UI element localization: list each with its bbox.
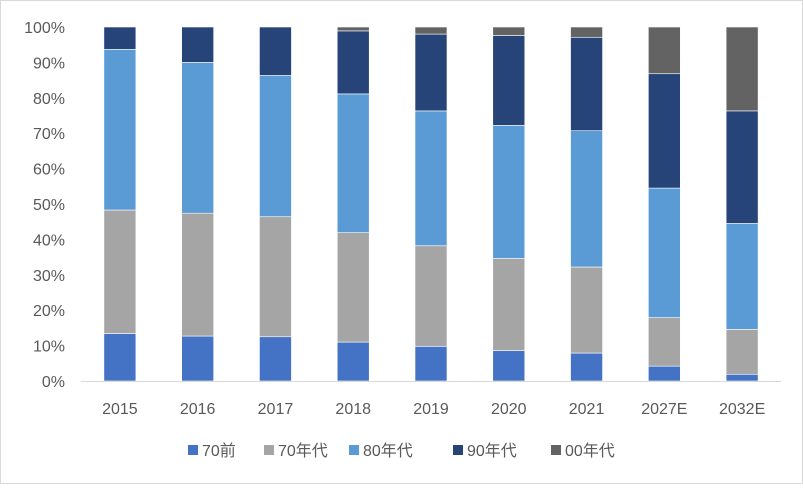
bar-segment-2032E-70年代 [725,329,759,375]
y-tick-label: 60% [33,162,65,179]
legend-swatch [188,445,198,455]
legend-label: 00年代 [565,442,615,460]
bar-segment-2020-80年代 [492,125,526,259]
bar-segment-2027E-70年代 [648,317,681,367]
x-tick-label: 2019 [413,401,449,418]
bar-segment-2021-90年代 [570,36,603,132]
bar-segment-2018-90年代 [336,30,370,95]
bar-segment-2015-90年代 [103,26,137,50]
bar-segment-2018-70年代 [336,232,370,343]
bar-segment-2020-70前 [492,350,526,382]
bar-segment-2016-70年代 [181,212,214,337]
y-tick-label: 100% [24,20,65,37]
bar-segment-2019-00年代 [414,26,448,35]
bar-segment-2021-80年代 [570,130,603,268]
legend-swatch [264,445,274,455]
bar-segment-2017-70年代 [259,216,292,338]
bar-segment-2020-90年代 [492,35,526,126]
y-tick-label: 50% [33,197,65,214]
legend-swatch [551,445,561,455]
bar-segment-2020-00年代 [492,26,526,36]
bar-segment-2019-80年代 [414,110,448,247]
bar-segment-2018-00年代 [336,26,370,32]
bar-segment-2019-70前 [414,346,448,382]
bar-segment-2027E-70前 [648,365,681,382]
bar-segment-2021-00年代 [570,26,603,38]
bar-segment-2021-70前 [570,352,603,382]
bar-segment-2017-80年代 [259,75,292,218]
bar-segment-2027E-80年代 [648,187,681,318]
bar-segment-2016-80年代 [181,62,214,214]
bar-segment-2019-70年代 [414,245,448,347]
legend-label: 90年代 [467,442,517,460]
legend-label: 80年代 [363,442,413,460]
legend-label: 70前 [202,442,236,460]
y-tick-label: 90% [33,55,65,72]
bar-segment-2032E-80年代 [725,223,759,330]
bar-segment-2015-80年代 [103,49,137,211]
x-tick-label: 2020 [491,401,527,418]
legend-swatch [453,445,463,455]
bar-segment-2016-70前 [181,335,214,382]
bar-segment-2015-70年代 [103,209,137,334]
x-tick-label: 2016 [180,401,216,418]
x-tick-label: 2015 [102,401,138,418]
bar-segment-2018-80年代 [336,93,370,233]
bar-segment-2032E-00年代 [725,26,759,112]
bar-segment-2021-70年代 [570,266,603,354]
bar-segment-2017-90年代 [259,26,292,76]
bar-segment-2027E-00年代 [648,26,681,75]
legend-swatch [349,445,359,455]
bar-segment-2032E-70前 [725,373,759,382]
legend-label: 70年代 [278,442,328,460]
y-tick-label: 0% [42,374,65,391]
y-tick-label: 40% [33,232,65,249]
x-tick-label: 2027E [641,401,687,418]
bar-segment-2017-70前 [259,336,292,382]
bar-segment-2019-90年代 [414,33,448,112]
y-tick-label: 10% [33,339,65,356]
y-tick-label: 70% [33,126,65,143]
x-tick-label: 2032E [719,401,765,418]
bar-segment-2032E-90年代 [725,110,759,224]
x-tick-label: 2018 [335,401,371,418]
y-tick-label: 80% [33,91,65,108]
bar-segment-2027E-90年代 [648,73,681,189]
bar-segment-2020-70年代 [492,258,526,351]
y-tick-label: 30% [33,268,65,285]
x-tick-label: 2021 [569,401,605,418]
y-tick-label: 20% [33,303,65,320]
x-tick-label: 2017 [258,401,294,418]
bar-segment-2018-70前 [336,341,370,382]
bar-segment-2015-70前 [103,333,137,382]
bar-segment-2016-90年代 [181,26,214,63]
